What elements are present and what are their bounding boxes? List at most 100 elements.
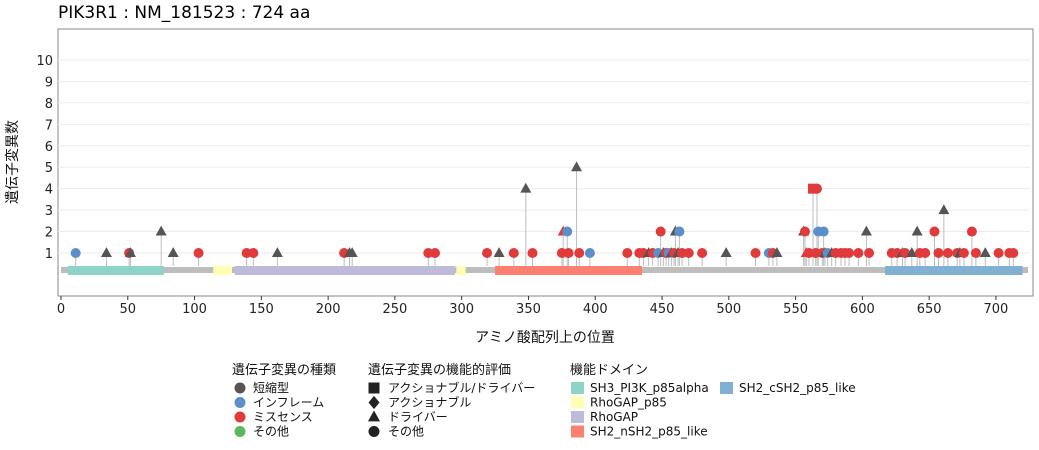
mutation-marker bbox=[571, 161, 583, 172]
y-tick-label: 9 bbox=[45, 75, 53, 90]
y-tick-label: 10 bbox=[36, 54, 53, 69]
x-tick-label: 450 bbox=[650, 302, 675, 317]
mutation-marker bbox=[482, 248, 493, 258]
mutation-marker bbox=[771, 247, 783, 257]
y-tick-label: 7 bbox=[45, 118, 53, 133]
y-tick-label: 1 bbox=[45, 247, 53, 262]
legend-domain-swatch bbox=[571, 396, 584, 409]
legend-type-label: その他 bbox=[253, 425, 289, 439]
x-tick-label: 550 bbox=[783, 302, 808, 317]
mutation-marker bbox=[562, 226, 573, 237]
x-tick-label: 600 bbox=[850, 302, 875, 317]
mutation-marker bbox=[124, 247, 136, 257]
legend-domain-swatch bbox=[720, 382, 733, 394]
protein-backbone bbox=[61, 266, 1028, 275]
y-tick-label: 8 bbox=[45, 97, 53, 112]
legend-domain-label: SH2_nSH2_p85_like bbox=[590, 425, 708, 439]
legend-func-swatch bbox=[367, 410, 381, 422]
mutation-marker bbox=[574, 248, 585, 258]
mutation-marker bbox=[933, 248, 944, 258]
mutation-marker bbox=[683, 248, 694, 258]
x-tick-label: 700 bbox=[984, 302, 1009, 317]
x-tick-label: 150 bbox=[249, 302, 274, 317]
domain-bar bbox=[456, 266, 466, 275]
domain-bar bbox=[213, 266, 232, 275]
mutation-marker bbox=[799, 226, 810, 237]
legend-domain-label: RhoGAP bbox=[590, 410, 638, 424]
y-tick-label: 3 bbox=[45, 204, 53, 219]
mutation-marker bbox=[271, 247, 283, 257]
mutation-marker bbox=[844, 248, 855, 258]
legend-type-label: 短縮型 bbox=[253, 380, 289, 395]
mutation-marker bbox=[720, 247, 732, 257]
domain-bar bbox=[495, 266, 643, 275]
legend-func-swatch bbox=[368, 382, 380, 394]
x-tick-label: 500 bbox=[716, 302, 741, 317]
legend-domain-swatch bbox=[571, 411, 584, 423]
x-axis-ticks: 0 50 100 150 200 250 300 350 400 450 500 550 600 650 7… bbox=[57, 296, 1008, 317]
legend-type-swatch bbox=[234, 397, 246, 408]
legend-domain-swatch bbox=[571, 425, 584, 438]
domain-bar bbox=[67, 266, 164, 275]
mutation-marker bbox=[493, 247, 505, 257]
mutation-marker bbox=[958, 248, 969, 258]
mutation-marker bbox=[853, 248, 864, 258]
mutation-marker bbox=[100, 247, 112, 257]
mutation-marker bbox=[920, 248, 931, 258]
legend-func-label: ドライバー bbox=[388, 410, 448, 424]
y-tick-label: 2 bbox=[45, 226, 53, 241]
x-tick-label: 0 bbox=[57, 302, 65, 317]
mutation-marker bbox=[993, 248, 1004, 258]
mutation-marker bbox=[1008, 248, 1019, 258]
plot-panel bbox=[57, 28, 1034, 297]
x-tick-label: 100 bbox=[182, 302, 207, 317]
legend-func-swatch bbox=[368, 395, 380, 410]
y-tick-label: 5 bbox=[45, 161, 53, 176]
mutation-marker bbox=[818, 226, 829, 237]
mutation-marker bbox=[911, 225, 923, 236]
x-tick-label: 300 bbox=[449, 302, 474, 317]
y-axis-label: 遺伝子変異数 bbox=[4, 120, 21, 204]
mutation-marker bbox=[697, 248, 708, 258]
mutation-marker bbox=[811, 183, 822, 194]
mutation-marker bbox=[655, 226, 666, 237]
legend-func-label: アクショナブル/ドライバー bbox=[388, 380, 535, 395]
legend-domains: 機能ドメイン SH3_PI3K_p85alphaRhoGAP_p85RhoGAP… bbox=[570, 363, 856, 439]
mutation-marker bbox=[929, 226, 940, 237]
mutation-marker bbox=[167, 247, 179, 257]
mutation-marker bbox=[70, 248, 81, 258]
domain-bar bbox=[234, 266, 456, 275]
mutation-marker bbox=[864, 248, 875, 258]
mutation-marker bbox=[527, 248, 538, 258]
y-tick-label: 4 bbox=[45, 183, 53, 198]
legend-type-swatch bbox=[234, 426, 246, 437]
x-axis-label: アミノ酸配列上の位置 bbox=[475, 330, 615, 346]
x-tick-label: 50 bbox=[120, 302, 137, 317]
mutation-marker bbox=[248, 248, 259, 258]
mutation-marker bbox=[860, 225, 872, 236]
legend-type-swatch bbox=[234, 411, 246, 423]
mutation-marker bbox=[508, 248, 519, 258]
legend-func-label: その他 bbox=[388, 425, 424, 439]
x-tick-label: 250 bbox=[382, 302, 407, 317]
mutation-marker bbox=[193, 248, 204, 258]
legend-mutation-type-title: 遺伝子変異の種類 bbox=[232, 362, 336, 378]
legend-func-swatch bbox=[368, 426, 380, 437]
x-tick-label: 350 bbox=[516, 302, 541, 317]
grid-lines bbox=[58, 59, 1030, 254]
mutation-marker bbox=[970, 248, 981, 258]
chart-title: PIK3R1 : NM_181523 : 724 aa bbox=[58, 3, 310, 23]
legend-functional-evaluation-title: 遺伝子変異の機能的評価 bbox=[368, 362, 511, 378]
domain-bar bbox=[885, 266, 1023, 275]
mutation-marker bbox=[674, 226, 685, 237]
mutation-marker bbox=[584, 248, 595, 258]
legend-domain-label: SH2_cSH2_p85_like bbox=[739, 381, 856, 395]
y-tick-label: 6 bbox=[45, 140, 53, 155]
x-tick-label: 650 bbox=[917, 302, 942, 317]
legend-func-label: アクショナブル bbox=[388, 395, 471, 410]
legend-type-swatch bbox=[234, 382, 246, 394]
mutation-marker bbox=[563, 248, 574, 258]
